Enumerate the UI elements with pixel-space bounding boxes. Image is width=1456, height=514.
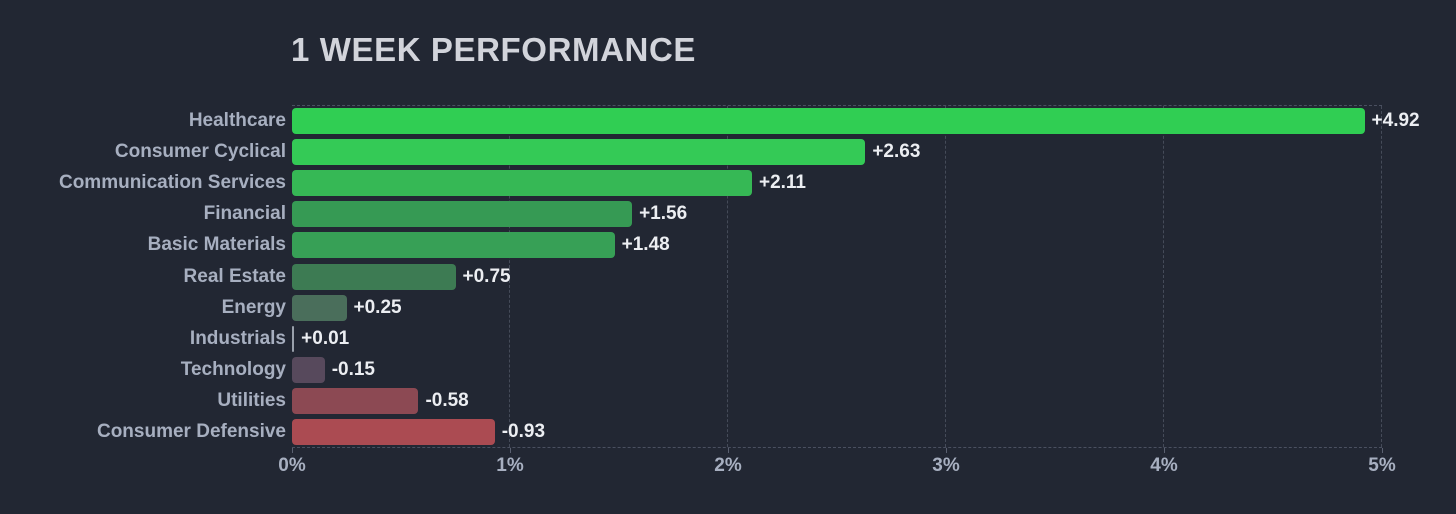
bar [292, 325, 295, 352]
value-label: -0.93 [501, 421, 546, 443]
axis-tick-label: 0% [278, 455, 306, 476]
gridline [945, 106, 946, 447]
bar [292, 232, 615, 259]
bar-track: +0.25 [292, 292, 1456, 323]
bar-track: -0.58 [292, 386, 1456, 417]
chart-title: 1 WEEK PERFORMANCE [291, 31, 696, 68]
bar-track: +4.92 [292, 105, 1456, 136]
axis-tick [946, 448, 947, 453]
bar [292, 294, 347, 321]
value-label: +4.92 [1371, 109, 1420, 131]
axis-tick [1382, 448, 1383, 453]
bar-row: Technology -0.15 [0, 355, 1456, 386]
gridline [727, 106, 728, 447]
bar-row: Financial +1.56 [0, 199, 1456, 230]
plot-area [292, 105, 1382, 448]
axis-tick-label: 1% [496, 455, 524, 476]
value-label: +1.56 [639, 203, 688, 225]
gridline [1381, 106, 1382, 447]
bar-rows: Healthcare +4.92 Consumer Cyclical +2.63 Com… [0, 105, 1456, 448]
bar-track: +2.63 [292, 136, 1456, 167]
gridline [1163, 106, 1164, 447]
category-label: Technology [180, 359, 286, 381]
category-label: Consumer Defensive [96, 421, 286, 443]
bar-row: Energy +0.25 [0, 292, 1456, 323]
axis-tick-label: 5% [1368, 455, 1396, 476]
category-label: Financial [203, 203, 286, 225]
value-label: +0.75 [462, 265, 511, 287]
bar [292, 357, 325, 384]
bar [292, 419, 495, 446]
category-label: Consumer Cyclical [114, 140, 286, 162]
bar-row: Consumer Cyclical +2.63 [0, 136, 1456, 167]
axis-tick-label: 4% [1150, 455, 1178, 476]
axis-tick [728, 448, 729, 453]
category-label: Communication Services [58, 171, 286, 193]
value-label: -0.15 [331, 359, 375, 381]
axis-tick-label: 3% [932, 455, 960, 476]
bar [292, 138, 866, 165]
bar-track: -0.93 [292, 417, 1456, 448]
bar-track: +1.56 [292, 199, 1456, 230]
bar-row: Consumer Defensive -0.93 [0, 417, 1456, 448]
axis-tick-label: 2% [714, 455, 742, 476]
bar-track: +0.01 [292, 323, 1456, 354]
bar [292, 201, 633, 228]
bar [292, 388, 419, 415]
category-label: Basic Materials [147, 234, 286, 256]
x-axis: 0% 1% 2% 3% 4% 5% [0, 448, 1456, 498]
bar-row: Basic Materials +1.48 [0, 230, 1456, 261]
bar [292, 169, 752, 196]
category-label: Real Estate [183, 265, 286, 287]
value-label: +2.11 [758, 171, 806, 193]
bar-row: Industrials +0.01 [0, 323, 1456, 354]
bar-track: +1.48 [292, 230, 1456, 261]
bar-track: +0.75 [292, 261, 1456, 292]
bar-row: Real Estate +0.75 [0, 261, 1456, 292]
axis-tick [292, 448, 293, 453]
value-label: +0.01 [301, 327, 350, 349]
value-label: -0.58 [425, 390, 469, 412]
bar-row: Utilities -0.58 [0, 386, 1456, 417]
bar-row: Communication Services +2.11 [0, 167, 1456, 198]
value-label: +2.63 [872, 140, 921, 162]
bar [292, 263, 456, 290]
bar-row: Healthcare +4.92 [0, 105, 1456, 136]
axis-tick [1164, 448, 1165, 453]
gridline [509, 106, 510, 447]
category-label: Healthcare [188, 109, 286, 131]
axis-tick [510, 448, 511, 453]
category-label: Industrials [189, 327, 286, 349]
category-label: Energy [221, 296, 286, 318]
value-label: +0.25 [353, 296, 402, 318]
bar [292, 107, 1365, 134]
value-label: +1.48 [621, 234, 670, 256]
bar-track: +2.11 [292, 167, 1456, 198]
bar-track: -0.15 [292, 355, 1456, 386]
category-label: Utilities [217, 390, 286, 412]
